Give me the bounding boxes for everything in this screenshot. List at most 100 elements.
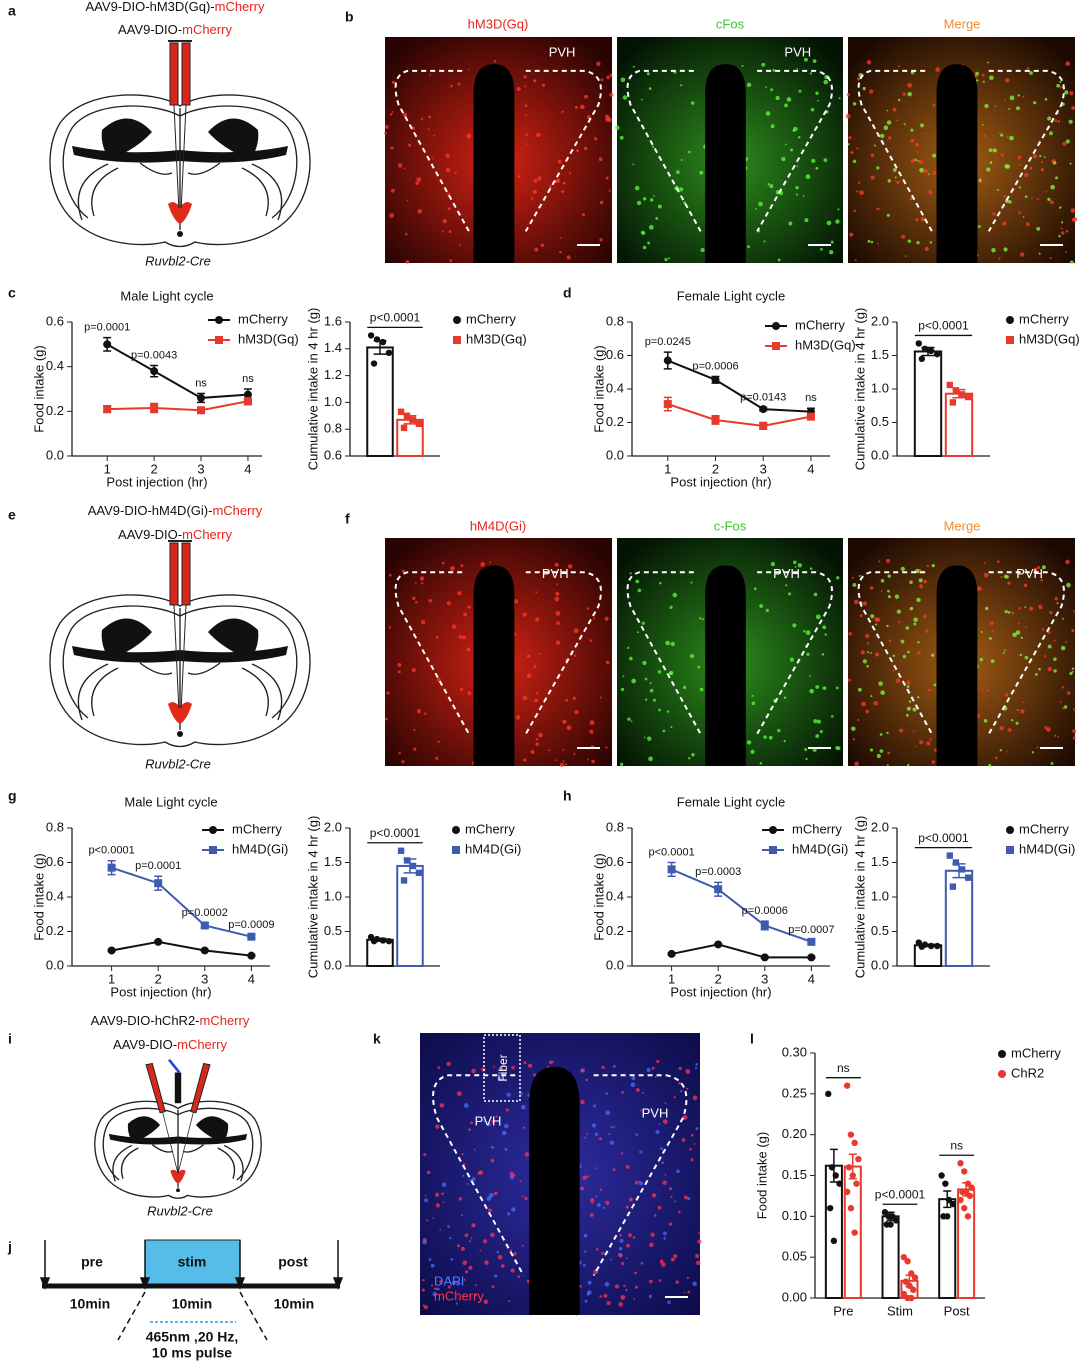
cell — [918, 159, 924, 164]
cell — [892, 107, 897, 112]
cell — [661, 1161, 665, 1165]
data-point — [918, 943, 926, 950]
duration-label: 10min — [172, 1296, 212, 1312]
cell — [583, 1263, 586, 1267]
data-point — [107, 863, 116, 872]
legend-marker — [772, 342, 780, 350]
cell — [651, 1066, 655, 1070]
cell — [686, 1087, 689, 1090]
cell — [658, 1279, 662, 1282]
vector-reporter: mCherry — [182, 527, 232, 542]
cell — [562, 748, 565, 751]
cell — [1068, 119, 1073, 124]
legend-marker — [998, 1050, 1006, 1058]
data-point — [367, 332, 375, 339]
cell — [1061, 686, 1065, 689]
cell — [912, 707, 917, 712]
cell — [982, 80, 985, 83]
cell — [586, 1292, 590, 1296]
panel-label: d — [563, 285, 572, 301]
cell — [867, 642, 870, 645]
cell — [788, 592, 791, 596]
cell — [751, 694, 754, 697]
cell — [919, 740, 924, 745]
cell — [456, 1281, 461, 1286]
chart-title: Female Light cycle — [677, 794, 785, 809]
cell — [467, 605, 471, 609]
cell — [1000, 153, 1004, 157]
cell — [788, 221, 793, 226]
data-point — [663, 400, 672, 409]
cell — [905, 713, 909, 717]
data-point — [247, 951, 256, 960]
cell — [691, 101, 695, 105]
cell — [990, 659, 995, 663]
cell — [815, 91, 819, 96]
cell — [591, 1201, 594, 1204]
cell — [892, 654, 896, 658]
cell — [523, 75, 527, 79]
cell — [459, 687, 464, 692]
cell — [1056, 602, 1059, 605]
cell — [885, 558, 891, 563]
cell — [648, 1294, 652, 1298]
cell — [835, 576, 840, 580]
cell — [580, 1068, 585, 1073]
cell — [493, 1191, 498, 1196]
zoom-line — [239, 1291, 268, 1341]
cell — [987, 61, 990, 64]
cell — [989, 161, 993, 164]
cell — [526, 654, 531, 659]
pvh-outline — [524, 69, 602, 232]
cell — [428, 1258, 432, 1261]
cell — [1038, 252, 1041, 255]
cell — [562, 760, 565, 763]
cell — [1017, 709, 1019, 711]
x-tick-label: 3 — [761, 971, 768, 986]
cell — [928, 173, 930, 175]
cell — [599, 696, 602, 699]
cell — [1036, 746, 1039, 749]
cell — [467, 691, 472, 696]
cell — [1065, 61, 1071, 66]
cell — [1055, 176, 1059, 180]
data-point — [409, 416, 417, 424]
target-dot — [176, 1188, 180, 1193]
cell — [1031, 751, 1035, 754]
cell — [593, 617, 596, 620]
cell — [622, 675, 625, 678]
cell — [573, 753, 576, 756]
cell — [853, 209, 857, 213]
needle — [180, 104, 187, 209]
cell — [981, 73, 985, 77]
cell — [548, 185, 552, 189]
cell — [402, 112, 408, 117]
series-line — [671, 943, 812, 959]
data-point — [892, 1217, 900, 1224]
cell — [596, 1202, 601, 1208]
cell — [454, 171, 457, 175]
data-point — [714, 885, 723, 894]
data-point — [836, 1180, 843, 1187]
cell — [1036, 197, 1039, 200]
cell — [694, 1066, 698, 1070]
cell — [1040, 578, 1043, 582]
cell — [983, 719, 988, 723]
cell — [916, 241, 920, 245]
data-point — [103, 405, 112, 414]
phase-label: stim — [178, 1254, 207, 1270]
cell — [870, 153, 875, 158]
cell — [926, 741, 931, 746]
cell — [535, 617, 540, 622]
cell — [910, 138, 915, 143]
cell — [664, 1102, 667, 1105]
data-point — [711, 375, 720, 384]
y-tick-label: 0.00 — [782, 1289, 807, 1304]
needle — [180, 604, 187, 709]
cell — [633, 1298, 636, 1300]
cell — [765, 608, 769, 613]
cell — [635, 1285, 639, 1289]
cell — [1064, 90, 1069, 95]
cell — [621, 1091, 624, 1094]
cell — [870, 240, 874, 244]
